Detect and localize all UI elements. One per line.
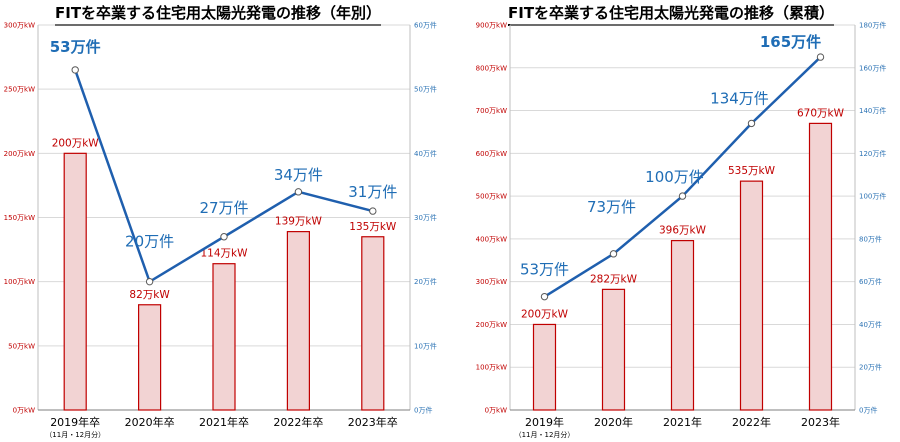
y-tick-left-label: 400万kW xyxy=(476,235,507,243)
line-data-label: 31万件 xyxy=(348,183,397,201)
chart-annual-plot: 0万kW 50万kW 100万kW 150万kW 200万kW 250万kW 300万kW 0… xyxy=(4,21,437,440)
y-tick-left-label: 300万kW xyxy=(4,22,35,30)
y-tick-right-label: 140万件 xyxy=(859,106,886,115)
line-point xyxy=(816,53,825,61)
y-tick-left-label: 200万kW xyxy=(476,321,507,329)
line-data-label: 20万件 xyxy=(125,233,174,251)
bar-data-label: 114万kW xyxy=(200,248,248,260)
bar-data-label: 139万kW xyxy=(275,216,323,228)
y-tick-left-label: 0万kW xyxy=(485,407,508,415)
bar-data-label: 282万kW xyxy=(590,273,638,285)
bar xyxy=(286,231,310,411)
bar-data-label: 535万kW xyxy=(728,165,776,177)
y-tick-left-label: 0万kW xyxy=(13,407,36,415)
y-tick-left-label: 900万kW xyxy=(476,22,507,30)
y-tick-right-label: 50万件 xyxy=(414,85,437,94)
line-point xyxy=(609,250,618,258)
x-tick-label: 2020年 xyxy=(594,415,633,429)
bar xyxy=(670,240,695,411)
bar-data-label: 135万kW xyxy=(349,221,397,233)
line-point xyxy=(747,119,756,128)
bar-data-label: 200万kW xyxy=(521,308,569,320)
y-tick-left-label: 200万kW xyxy=(4,150,35,158)
bar-data-label: 396万kW xyxy=(659,225,707,237)
chart-cumulative: FITを卒業する住宅用太陽光発電の推移（累積） 0万kW 100万kW 200万kW… xyxy=(450,0,900,442)
y-tick-right-label: 100万件 xyxy=(859,192,886,201)
y-tick-left-label: 50万kW xyxy=(8,342,35,350)
bar xyxy=(212,263,236,411)
x-tick-label: 2022年卒 xyxy=(273,415,323,429)
line-data-label: 73万件 xyxy=(587,198,636,216)
y-tick-right-label: 60万件 xyxy=(859,277,882,286)
line-data-label: 34万件 xyxy=(274,166,323,184)
line-data-label: 100万件 xyxy=(645,168,704,186)
x-tick-sublabel: （11月・12月分） xyxy=(45,430,105,439)
line-data-label: 27万件 xyxy=(199,199,248,217)
x-tick-sublabel: （11月・12月分） xyxy=(515,430,575,439)
y-tick-left-label: 700万kW xyxy=(476,107,507,115)
bar xyxy=(808,122,833,411)
y-tick-right-label: 0万件 xyxy=(859,406,877,415)
y-tick-right-label: 180万件 xyxy=(859,21,886,30)
y-tick-right-label: 60万件 xyxy=(414,21,437,30)
y-tick-right-label: 80万件 xyxy=(859,234,882,243)
y-tick-left-label: 500万kW xyxy=(476,193,507,201)
x-tick-label: 2019年卒 xyxy=(50,415,100,429)
bar xyxy=(63,152,87,411)
x-tick-label: 2023年 xyxy=(801,415,840,429)
y-tick-right-label: 40万件 xyxy=(414,149,437,158)
line-point xyxy=(678,192,687,200)
x-tick-label: 2021年 xyxy=(663,415,702,429)
y-tick-right-label: 10万件 xyxy=(414,341,437,350)
y-tick-left-label: 250万kW xyxy=(4,86,35,94)
y-tick-left-label: 300万kW xyxy=(476,278,507,286)
y-tick-left-label: 150万kW xyxy=(4,214,35,222)
bar-data-label: 670万kW xyxy=(797,107,845,119)
y-tick-right-label: 160万件 xyxy=(859,63,886,72)
bar xyxy=(361,236,385,411)
line-data-label: 53万件 xyxy=(50,38,101,56)
y-tick-left-label: 800万kW xyxy=(476,64,507,72)
y-tick-right-label: 30万件 xyxy=(414,213,437,222)
bar xyxy=(532,323,557,411)
x-tick-label: 2023年卒 xyxy=(348,415,398,429)
line-point xyxy=(220,233,228,241)
x-tick-label: 2020年卒 xyxy=(125,415,175,429)
chart-annual: FITを卒業する住宅用太陽光発電の推移（年別） 0万kW 50万kW 100万kW 1… xyxy=(4,4,437,440)
x-tick-label: 2019年 xyxy=(525,415,564,429)
y-tick-left-label: 100万kW xyxy=(476,364,507,372)
y-tick-right-label: 20万件 xyxy=(859,363,882,372)
line-point xyxy=(540,292,549,301)
bar xyxy=(739,180,764,411)
line-data-label: 134万件 xyxy=(710,89,769,107)
bar-data-label: 82万kW xyxy=(129,289,170,301)
y-tick-right-label: 40万件 xyxy=(859,320,882,329)
y-tick-right-label: 20万件 xyxy=(414,277,437,286)
y-tick-right-label: 120万件 xyxy=(859,149,886,158)
chart-cumulative-plot: 0万kW 100万kW 200万kW 300万kW 400万kW 500万kW 600万kW… xyxy=(476,21,887,440)
line-point xyxy=(71,66,79,74)
line-data-label: 53万件 xyxy=(520,261,569,279)
y-tick-left-label: 600万kW xyxy=(476,150,507,158)
line-point xyxy=(145,277,154,286)
line-point xyxy=(369,207,377,215)
y-tick-right-label: 0万件 xyxy=(414,406,432,415)
line-point xyxy=(294,188,303,196)
y-tick-left-label: 100万kW xyxy=(4,278,35,286)
x-tick-label: 2022年 xyxy=(732,415,771,429)
line-data-label: 165万件 xyxy=(760,33,821,51)
bar xyxy=(601,288,626,411)
x-tick-label: 2021年卒 xyxy=(199,415,249,429)
bar xyxy=(138,304,162,411)
bar-data-label: 200万kW xyxy=(52,137,100,149)
